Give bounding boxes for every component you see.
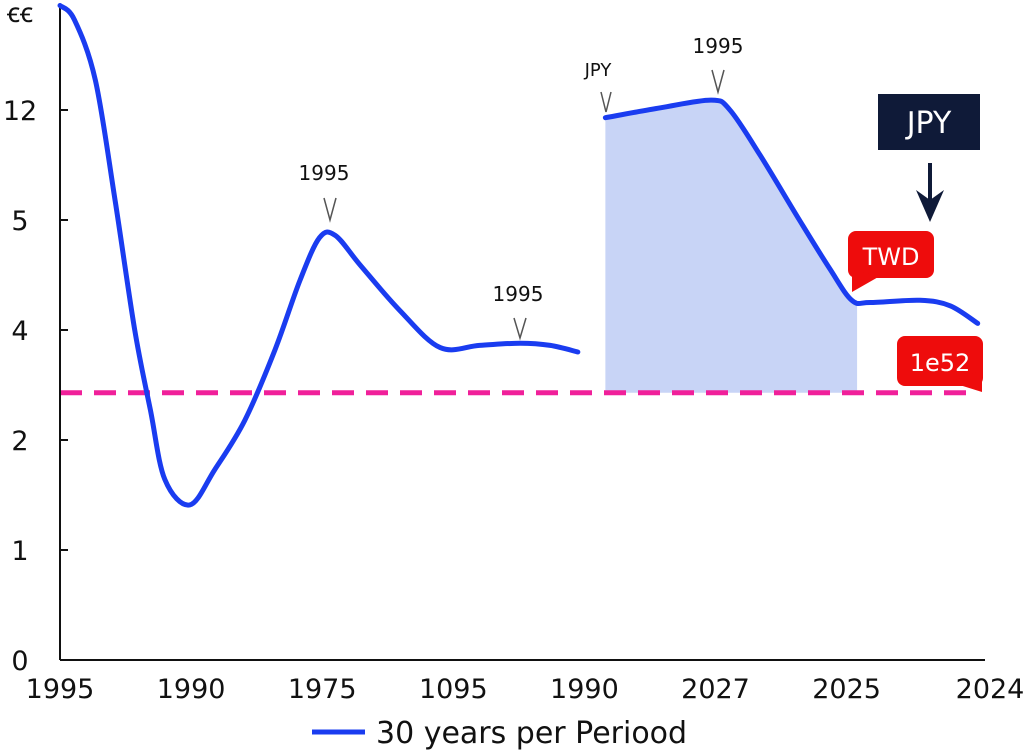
annotation-1e52-bubble: 1e52 bbox=[897, 336, 983, 392]
shaded-region bbox=[605, 100, 858, 393]
y-tick-label: 12 bbox=[3, 96, 37, 127]
annotation-1995-b: 1995 bbox=[493, 282, 544, 341]
y-tick-label: 0 bbox=[11, 646, 28, 677]
svg-text:JPY: JPY bbox=[584, 60, 613, 81]
annotation-twd-bubble: TWD bbox=[848, 231, 934, 292]
svg-text:1995: 1995 bbox=[693, 34, 744, 58]
x-tick-label: 1990 bbox=[550, 674, 619, 705]
y-tick-label: ꞓꞓ bbox=[7, 0, 33, 29]
x-tick-label: 2024 bbox=[956, 674, 1024, 705]
y-tick-label: 4 bbox=[11, 316, 28, 347]
caret-icon bbox=[600, 91, 612, 113]
annotation-1995-c: 1995 bbox=[693, 34, 744, 95]
x-tick-label: 1975 bbox=[288, 674, 357, 705]
svg-text:TWD: TWD bbox=[862, 243, 920, 271]
series-line-segment-2 bbox=[602, 97, 981, 326]
caret-icon bbox=[513, 317, 527, 341]
x-tick-label: 1995 bbox=[26, 674, 95, 705]
x-tick-label: 1990 bbox=[157, 674, 226, 705]
annotation-jpy-small: JPY bbox=[584, 60, 613, 113]
caret-icon bbox=[711, 69, 725, 95]
svg-text:1995: 1995 bbox=[299, 161, 350, 185]
svg-text:1995: 1995 bbox=[493, 282, 544, 306]
svg-text:JPY: JPY bbox=[905, 106, 952, 141]
legend: 30 years per Periood bbox=[312, 716, 687, 751]
x-tick-label: 1095 bbox=[419, 674, 488, 705]
arrow-down-icon bbox=[916, 163, 944, 222]
y-tick-label: 1 bbox=[11, 536, 28, 567]
y-tick-label: 2 bbox=[11, 426, 28, 457]
svg-text:1e52: 1e52 bbox=[910, 349, 971, 377]
series-line-segment-1 bbox=[57, 3, 581, 508]
annotation-1995-a: 1995 bbox=[299, 161, 350, 223]
y-tick-label: 5 bbox=[11, 206, 28, 237]
legend-label: 30 years per Periood bbox=[376, 716, 687, 751]
annotation-jpy-box: JPY bbox=[878, 94, 980, 150]
x-tick-label: 2027 bbox=[681, 674, 750, 705]
caret-icon bbox=[323, 197, 337, 223]
x-tick-label: 2025 bbox=[812, 674, 881, 705]
